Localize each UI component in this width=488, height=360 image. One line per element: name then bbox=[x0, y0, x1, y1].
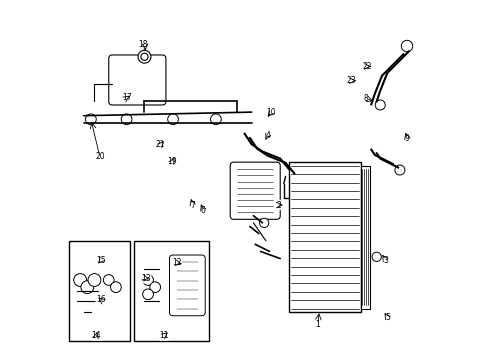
FancyBboxPatch shape bbox=[230, 162, 280, 219]
Circle shape bbox=[167, 114, 178, 125]
Circle shape bbox=[401, 40, 412, 52]
Text: 4: 4 bbox=[264, 131, 269, 140]
Text: 13: 13 bbox=[141, 274, 150, 283]
Text: 2: 2 bbox=[276, 201, 280, 210]
Text: 15: 15 bbox=[96, 256, 105, 265]
Text: 9: 9 bbox=[404, 134, 409, 143]
Text: 7: 7 bbox=[190, 201, 195, 210]
Circle shape bbox=[374, 100, 385, 110]
Text: 12: 12 bbox=[171, 258, 181, 267]
Circle shape bbox=[394, 165, 404, 175]
Circle shape bbox=[142, 289, 153, 300]
Circle shape bbox=[142, 275, 153, 285]
Bar bbox=[288, 162, 360, 312]
Bar bbox=[360, 166, 369, 309]
Circle shape bbox=[85, 114, 96, 125]
Circle shape bbox=[121, 114, 132, 125]
Circle shape bbox=[81, 281, 94, 294]
Text: 5: 5 bbox=[384, 313, 389, 322]
Circle shape bbox=[149, 282, 160, 293]
Circle shape bbox=[110, 282, 121, 293]
Text: 1: 1 bbox=[315, 320, 320, 329]
Text: 19: 19 bbox=[167, 157, 177, 166]
FancyBboxPatch shape bbox=[169, 255, 205, 316]
Text: 23: 23 bbox=[346, 76, 356, 85]
Circle shape bbox=[210, 114, 221, 125]
Text: 14: 14 bbox=[91, 331, 101, 340]
Circle shape bbox=[259, 218, 268, 228]
Text: 11: 11 bbox=[159, 331, 168, 340]
Circle shape bbox=[371, 252, 381, 261]
Text: 17: 17 bbox=[122, 93, 131, 102]
Circle shape bbox=[103, 275, 114, 285]
Bar bbox=[69, 241, 130, 341]
Text: 20: 20 bbox=[95, 152, 104, 161]
Text: 10: 10 bbox=[266, 108, 276, 117]
Text: 3: 3 bbox=[383, 256, 387, 265]
Text: 22: 22 bbox=[362, 62, 372, 71]
Text: 16: 16 bbox=[96, 295, 105, 304]
Circle shape bbox=[138, 50, 151, 63]
Text: 6: 6 bbox=[201, 206, 205, 215]
FancyBboxPatch shape bbox=[108, 55, 165, 105]
Circle shape bbox=[74, 274, 86, 287]
Text: 21: 21 bbox=[156, 140, 165, 149]
Text: 8: 8 bbox=[363, 94, 367, 103]
Bar bbox=[134, 241, 208, 341]
Text: 18: 18 bbox=[138, 40, 147, 49]
Circle shape bbox=[141, 53, 148, 60]
Circle shape bbox=[88, 274, 101, 287]
